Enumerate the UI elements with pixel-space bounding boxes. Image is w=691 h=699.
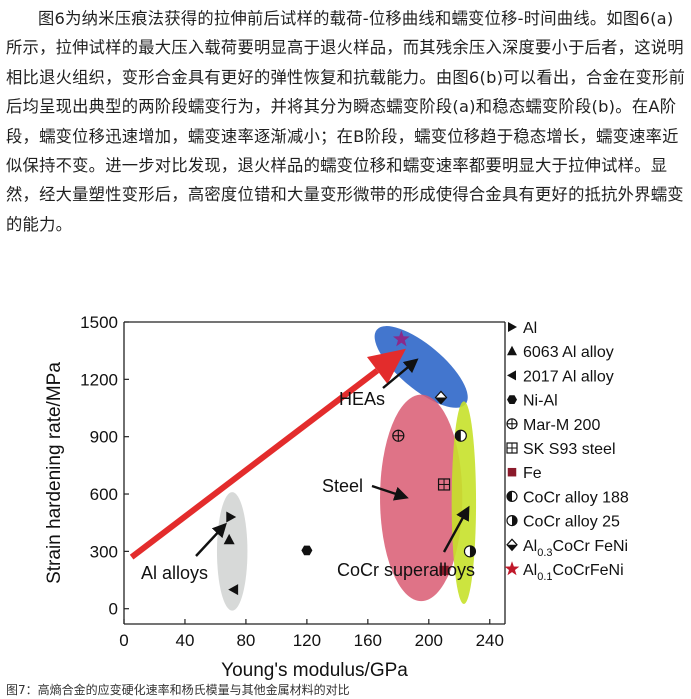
- legend-marker-4: [506, 418, 518, 430]
- x-tick-label: 200: [415, 631, 443, 650]
- legend-marker-6: [507, 467, 517, 477]
- heas-annotation-arrow: [382, 358, 419, 389]
- legend-marker-3: [507, 395, 517, 404]
- chart-axes: 0 40 80 120 160 200 240 0 300 600 900 1200 1500 Young…: [44, 313, 506, 681]
- legend-label-6: Fe: [523, 465, 542, 482]
- y-tick-label: 900: [90, 428, 118, 447]
- figure-caption: 图7：高熵合金的应变硬化速率和杨氏模量与其他金属材料的对比: [6, 683, 350, 697]
- legend-label-3: Ni-Al: [523, 393, 558, 410]
- legend-marker-5: [506, 442, 518, 454]
- legend-label-2: 2017 Al alloy: [523, 368, 614, 385]
- y-tick-label: 0: [109, 600, 118, 619]
- legend-marker-0: [508, 322, 517, 332]
- trend-arrow-shaft: [129, 368, 380, 560]
- data-point-7: [454, 429, 467, 442]
- y-tick-label: 1200: [80, 370, 118, 389]
- data-point-1: [223, 533, 235, 545]
- y-tick-label: 1500: [80, 313, 118, 332]
- data-point-8: [463, 545, 477, 558]
- data-point-9: [434, 390, 448, 405]
- legend-marker-1: [507, 345, 517, 356]
- legend-marker-2: [507, 370, 516, 381]
- legend-label-7: CoCr alloy 188: [523, 489, 629, 506]
- trend-arrow-layer: [129, 348, 406, 560]
- x-tick-label: 0: [119, 631, 128, 650]
- legend-marker-8: [506, 515, 518, 527]
- x-tick-label: 40: [175, 631, 194, 650]
- cocr-annotation-label: CoCr superalloys: [337, 560, 475, 580]
- legend-label-9: Al0.3CoCr FeNi: [523, 538, 628, 559]
- data-point-4: [392, 429, 405, 442]
- material-regions: [216, 326, 477, 611]
- y-axis-label: Strain hardening rate/MPa: [44, 362, 65, 584]
- region-annotations: HEAs Steel Al alloys CoCr superalloys: [141, 358, 475, 583]
- steel-annotation-arrow: [371, 484, 409, 501]
- data-points: [223, 330, 477, 596]
- al-alloys-annotation-arrow: [195, 522, 227, 557]
- data-point-6: [439, 565, 449, 576]
- data-point-5: [437, 478, 451, 491]
- region-heas: [374, 326, 468, 408]
- cocr-annotation-arrow: [442, 505, 470, 553]
- y-tick-label: 600: [90, 485, 118, 504]
- steel-annotation-label: Steel: [322, 476, 363, 496]
- x-tick-label: 80: [236, 631, 255, 650]
- heas-annotation-label: HEAs: [339, 389, 385, 409]
- data-point-2: [228, 584, 239, 596]
- trend-arrow-head: [366, 348, 406, 385]
- x-tick-label: 120: [293, 631, 321, 650]
- al-alloys-annotation-label: Al alloys: [141, 563, 208, 583]
- chart-legend: Al 6063 Al alloy 2017 Al alloy Ni-Al Mar-M 2…: [504, 320, 629, 583]
- x-tick-label: 160: [354, 631, 382, 650]
- legend-label-10: Al0.1CoCrFeNi: [523, 562, 624, 583]
- legend-marker-7: [506, 490, 518, 502]
- x-axis-label: Young's modulus/GPa: [221, 660, 408, 681]
- legend-marker-9: [506, 538, 518, 552]
- y-tick-label: 300: [90, 542, 118, 561]
- legend-label-0: Al: [523, 320, 537, 337]
- data-point-3: [301, 545, 313, 556]
- legend-label-1: 6063 Al alloy: [523, 344, 614, 361]
- legend-label-5: SK S93 steel: [523, 441, 616, 458]
- article-paragraph: 图6为纳米压痕法获得的拉伸前后试样的载荷-位移曲线和蠕变位移-时间曲线。如图6(…: [6, 9, 686, 234]
- region-al-alloys: [216, 492, 248, 611]
- x-tick-label: 240: [476, 631, 504, 650]
- data-point-0: [226, 511, 237, 523]
- region-steel: [380, 394, 463, 602]
- legend-label-4: Mar-M 200: [523, 417, 600, 434]
- legend-marker-10: [504, 561, 520, 576]
- legend-label-8: CoCr alloy 25: [523, 514, 620, 531]
- data-point-10: [392, 330, 410, 347]
- comparison-scatter-chart: 0 40 80 120 160 200 240 0 300 600 900 1200 1500 Young…: [44, 313, 629, 681]
